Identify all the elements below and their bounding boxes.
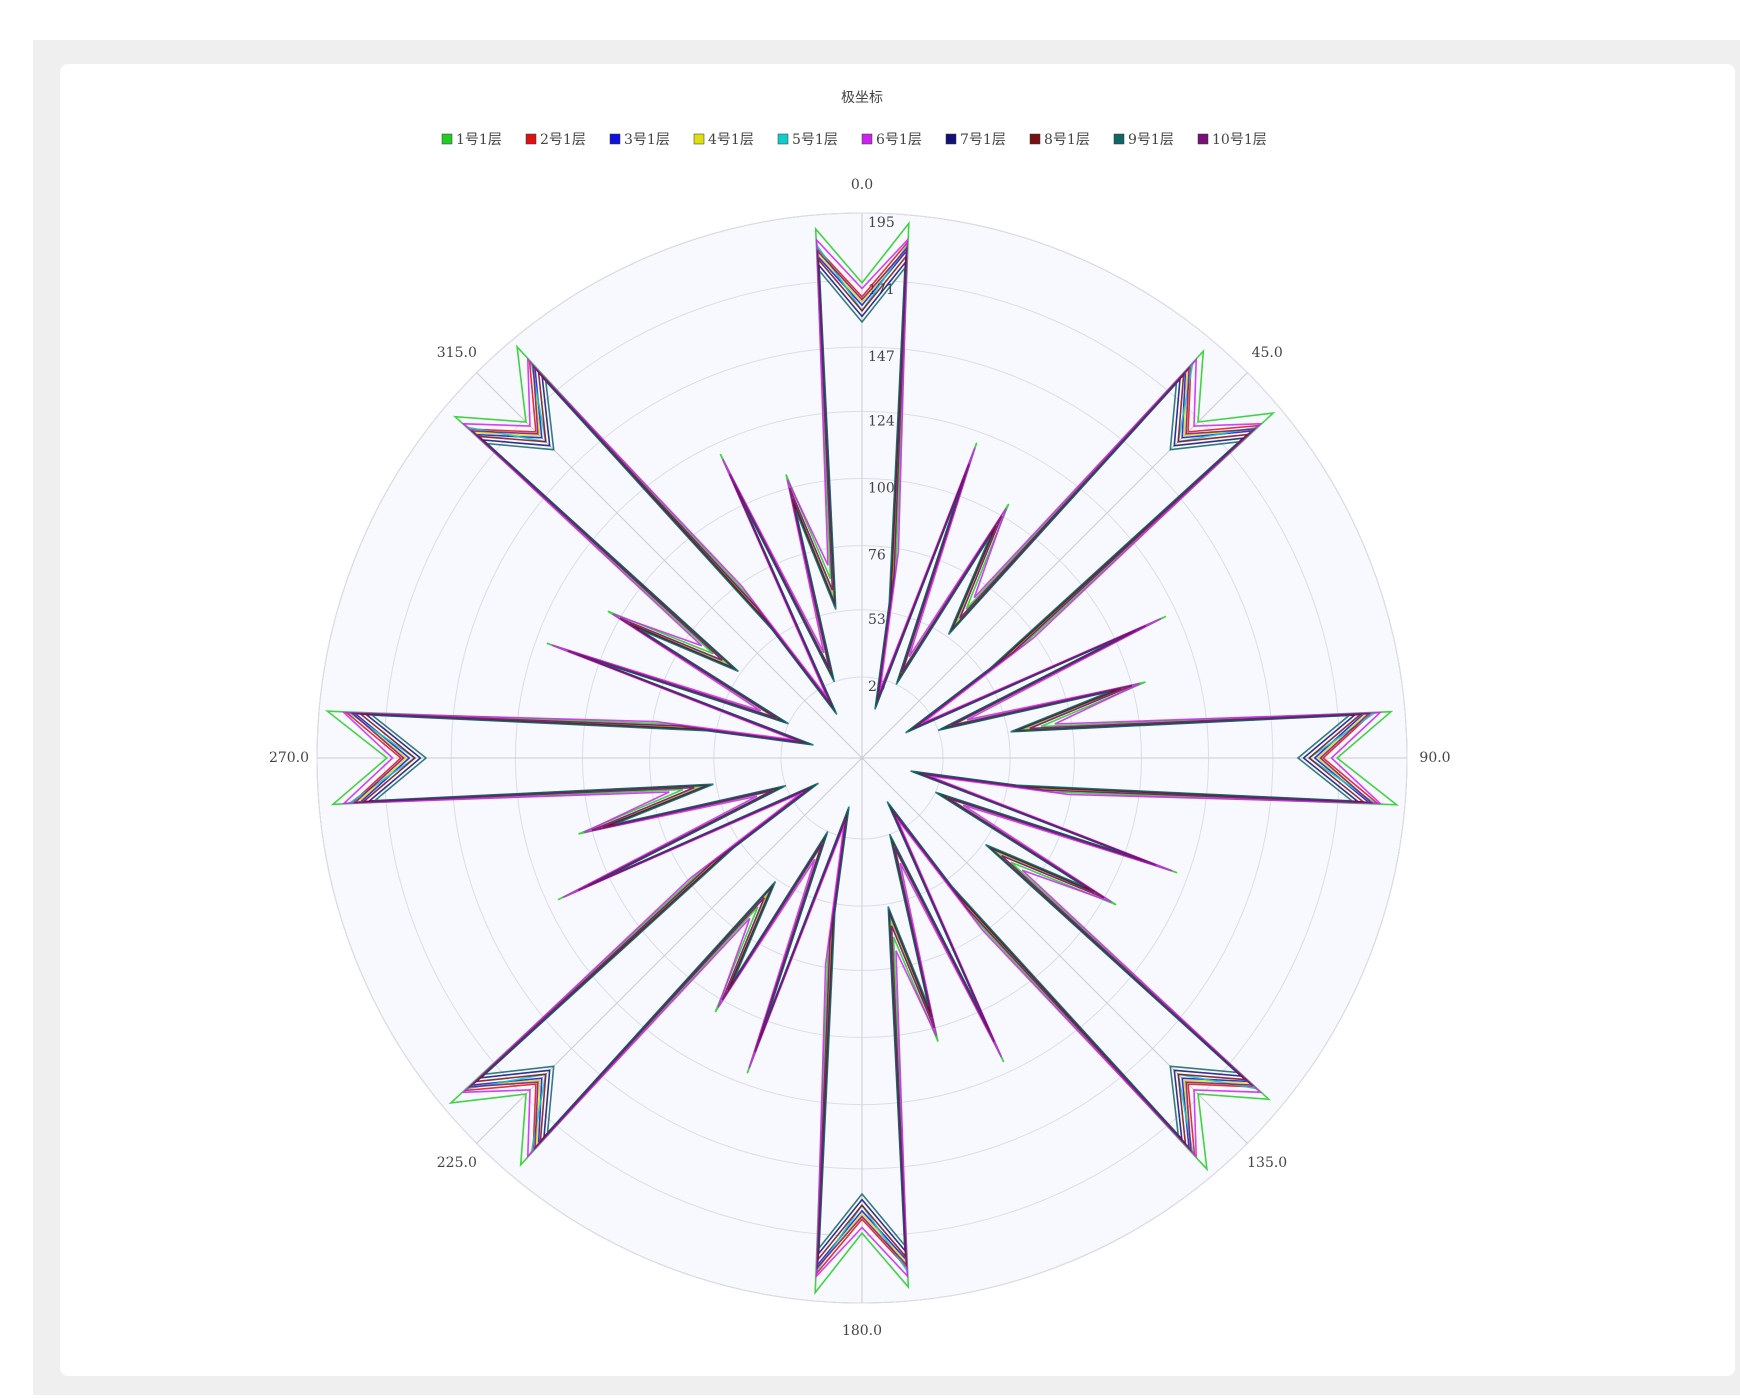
legend-swatch	[693, 133, 705, 145]
grid-spoke	[861, 372, 1248, 759]
legend-swatch	[609, 133, 621, 145]
legend-label: 2号1层	[540, 132, 586, 148]
legend-swatch	[525, 133, 537, 145]
legend-label: 4号1层	[708, 132, 754, 148]
angle-tick-label: 0.0	[851, 177, 873, 193]
angle-tick-label: 225.0	[437, 1155, 477, 1171]
grid-spoke	[476, 757, 863, 1144]
angle-tick-label: 315.0	[437, 345, 477, 361]
grid-spoke	[861, 757, 1248, 1144]
series-line	[369, 265, 1355, 1251]
r-tick-label: 53	[868, 612, 886, 628]
legend-label: 7号1层	[960, 132, 1006, 148]
r-tick-label: 100	[868, 481, 895, 497]
chart-title: 极坐标	[841, 90, 883, 106]
legend-label: 3号1层	[624, 132, 670, 148]
series-line	[350, 246, 1374, 1270]
legend-label: 1号1层	[456, 132, 502, 148]
legend-label: 8号1层	[1044, 132, 1090, 148]
grid-spoke	[476, 372, 863, 759]
r-tick-label: 124	[868, 413, 895, 429]
angle-tick-label: 135.0	[1247, 1155, 1287, 1171]
legend-label: 10号1层	[1212, 132, 1267, 148]
legend-swatch	[861, 133, 873, 145]
legend-swatch	[777, 133, 789, 145]
r-tick-label: 76	[868, 548, 886, 564]
legend-label: 5号1层	[792, 132, 838, 148]
legend-swatch	[441, 133, 453, 145]
legend-swatch	[1197, 133, 1209, 145]
series-line	[341, 237, 1383, 1279]
legend-label: 6号1层	[876, 132, 922, 148]
angle-tick-label: 270.0	[269, 750, 309, 766]
legend-label: 9号1层	[1128, 132, 1174, 148]
r-tick-label: 195	[868, 215, 895, 231]
angle-tick-label: 90.0	[1419, 750, 1450, 766]
legend-swatch	[1113, 133, 1125, 145]
legend-swatch	[1029, 133, 1041, 145]
angle-tick-label: 180.0	[842, 1323, 882, 1339]
angle-tick-label: 45.0	[1252, 345, 1283, 361]
legend-swatch	[945, 133, 957, 145]
r-tick-label: 147	[868, 349, 895, 365]
